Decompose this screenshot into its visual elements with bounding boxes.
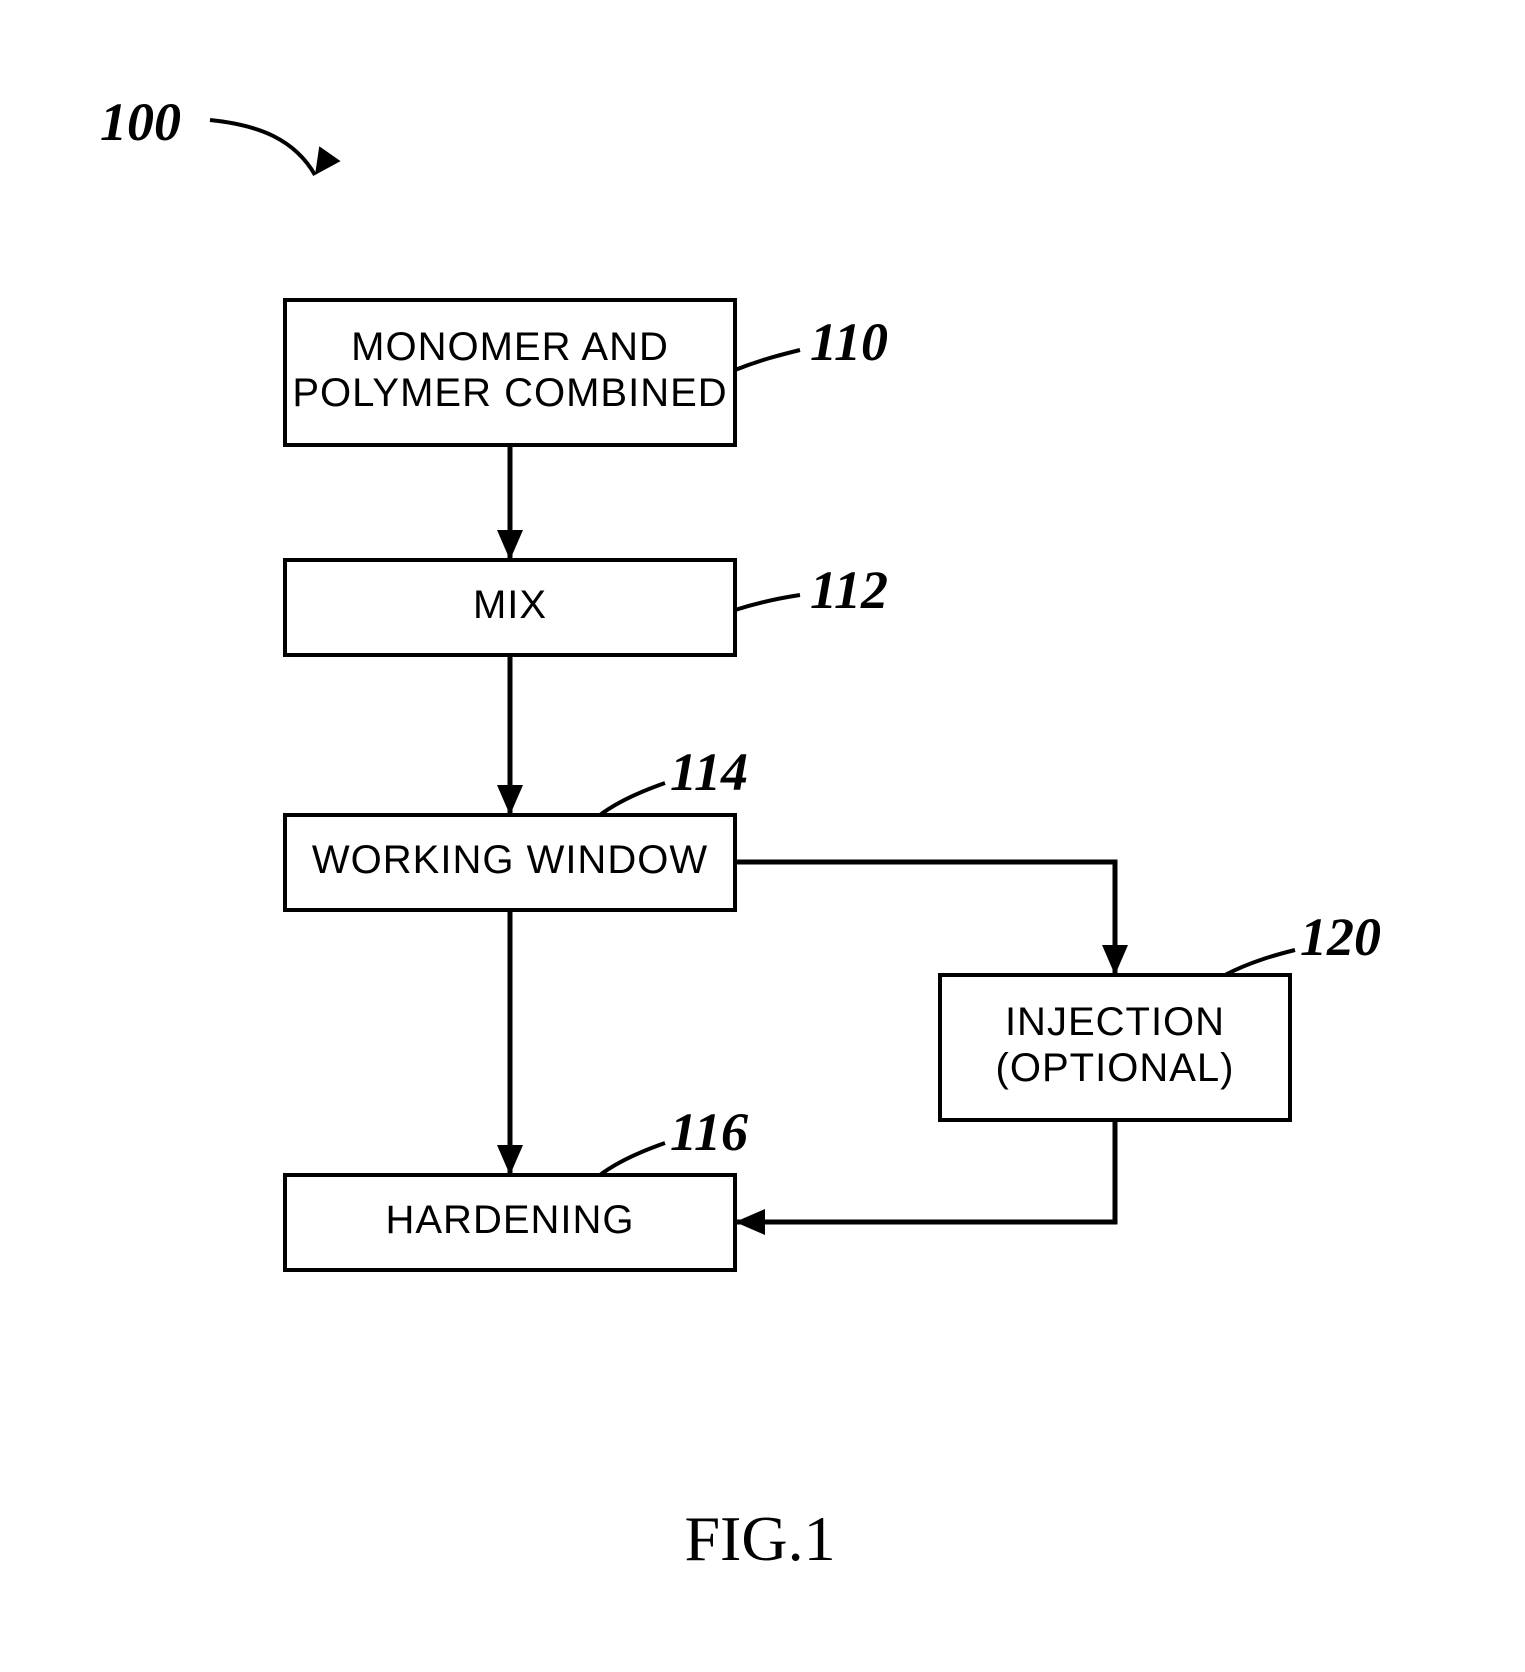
box-inject: INJECTION(OPTIONAL) — [940, 975, 1290, 1120]
box-mix-text-0: MIX — [473, 583, 547, 627]
box-harden: HARDENING — [285, 1175, 735, 1270]
box-combine-text-1: POLYMER COMBINED — [292, 371, 727, 415]
ref-label-harden: 116 — [670, 1102, 748, 1162]
figure-label: FIG.1 — [684, 1503, 835, 1574]
ref-label-combine: 110 — [810, 312, 888, 372]
box-window: WORKING WINDOW — [285, 815, 735, 910]
box-mix: MIX — [285, 560, 735, 655]
overall-ref-label: 100 — [100, 92, 181, 152]
canvas-bg — [0, 0, 1525, 1672]
box-inject-text-0: INJECTION — [1005, 1000, 1225, 1044]
ref-label-mix: 112 — [810, 560, 888, 620]
box-combine: MONOMER ANDPOLYMER COMBINED — [285, 300, 735, 445]
box-window-text-0: WORKING WINDOW — [312, 838, 708, 882]
ref-label-window: 114 — [670, 742, 748, 802]
box-inject-text-1: (OPTIONAL) — [996, 1046, 1235, 1090]
box-harden-text-0: HARDENING — [385, 1198, 634, 1242]
ref-label-inject: 120 — [1300, 907, 1381, 967]
box-combine-text-0: MONOMER AND — [351, 325, 669, 369]
